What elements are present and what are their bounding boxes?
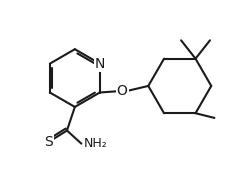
Text: NH₂: NH₂ xyxy=(84,137,108,150)
Text: O: O xyxy=(117,84,128,98)
Text: N: N xyxy=(95,57,105,71)
Text: S: S xyxy=(44,135,52,149)
